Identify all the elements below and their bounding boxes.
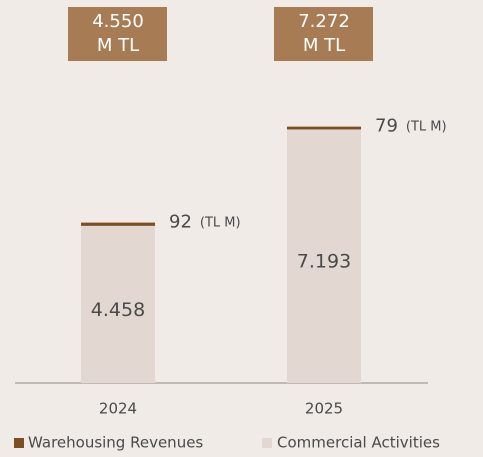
total-unit: M TL xyxy=(97,35,139,56)
bar-segment xyxy=(81,225,155,383)
unit-note: (TL M) xyxy=(200,215,241,230)
unit-note: (TL M) xyxy=(406,119,447,134)
total-unit: M TL xyxy=(303,35,345,56)
legend-swatch xyxy=(262,438,272,448)
value-label: 79 (TL M) xyxy=(375,116,447,137)
value-text: 79 xyxy=(375,116,398,137)
total-value: 4.550 xyxy=(92,11,144,32)
value-label: 92 (TL M) xyxy=(169,212,241,233)
bar-segment xyxy=(287,126,361,130)
legend-label: Commercial Activities xyxy=(277,434,440,452)
x-tick-label: 2024 xyxy=(99,400,137,418)
legend-label: Warehousing Revenues xyxy=(28,434,203,452)
total-box xyxy=(68,7,167,61)
total-value: 7.272 xyxy=(298,11,350,32)
bar-segment xyxy=(287,129,361,383)
x-tick-label: 2025 xyxy=(305,400,343,418)
legend-swatch xyxy=(14,438,24,448)
value-text: 92 xyxy=(169,212,192,233)
segment-label: 4.458 xyxy=(91,299,145,321)
total-box xyxy=(274,7,373,61)
segment-label: 7.193 xyxy=(297,251,351,273)
bar-segment xyxy=(81,222,155,226)
